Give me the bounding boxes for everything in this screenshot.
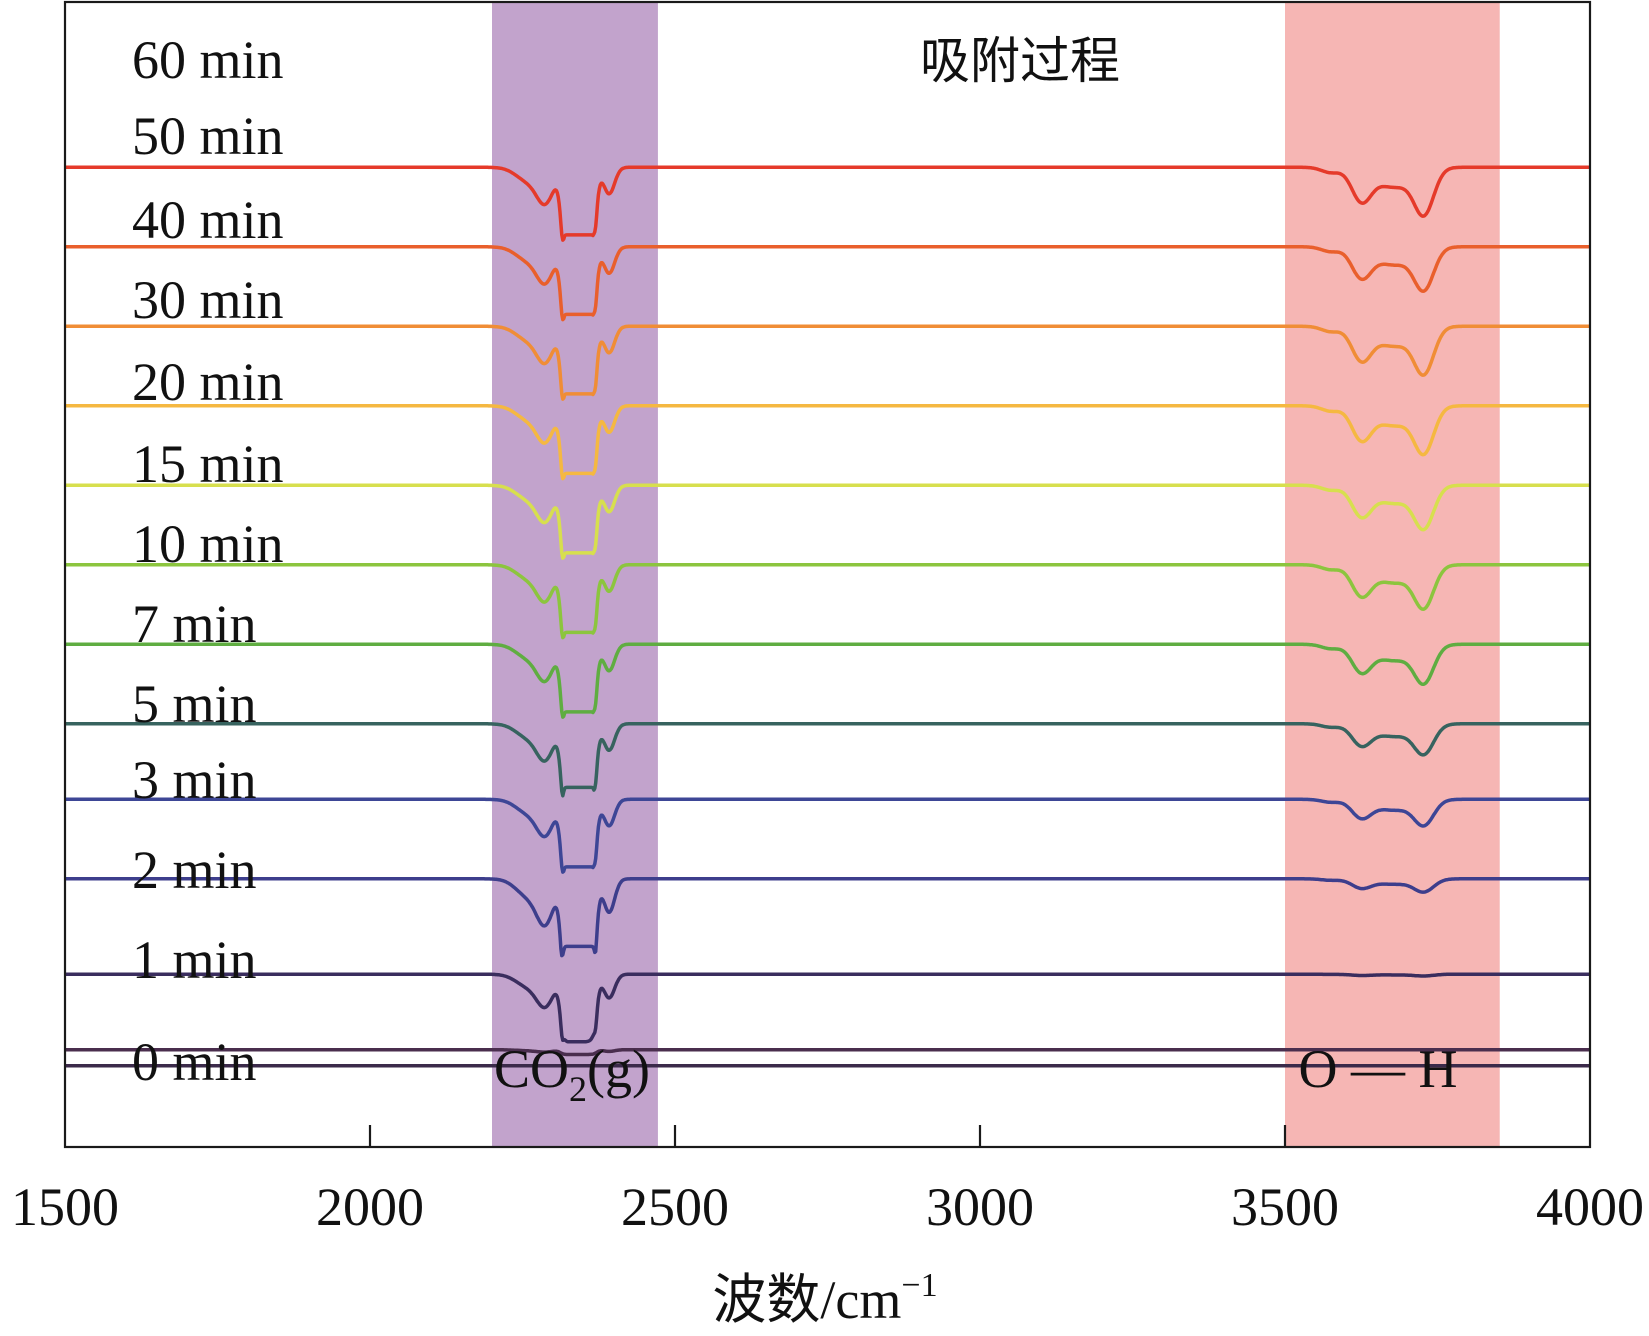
band-label-co2: CO2(g) (494, 1039, 650, 1109)
series-line-1-min (64, 1048, 1591, 1057)
series-line-3-min (64, 877, 1591, 958)
x-axis-label-main: 波数/cm (712, 1270, 901, 1330)
series-label-7-min: 7 min (132, 594, 257, 654)
plot-frame (63, 0, 1592, 1149)
x-tick-label-4000: 4000 (1536, 1177, 1644, 1237)
series-label-50-min: 50 min (132, 106, 284, 166)
series-line-2-min (64, 972, 1591, 1044)
series-line-7-min (64, 722, 1591, 798)
x-axis-label: 波数/cm−1 (712, 1267, 937, 1330)
series-label-3-min: 3 min (132, 750, 257, 810)
band-oh (1285, 2, 1500, 1147)
series-label-30-min: 30 min (132, 270, 284, 330)
series-label-0-min: 0 min (132, 1032, 257, 1092)
x-tick-label-2500: 2500 (621, 1177, 729, 1237)
bands-layer (492, 2, 1500, 1147)
x-tick-label-3500: 3500 (1231, 1177, 1339, 1237)
series-line-60-min (64, 165, 1591, 242)
series-label-40-min: 40 min (132, 190, 284, 250)
x-tick-label-1500: 1500 (11, 1177, 119, 1237)
band-label-co2-main: CO (494, 1039, 569, 1099)
series-line-50-min (64, 245, 1591, 322)
series-layer (64, 165, 1591, 1068)
series-label-15-min: 15 min (132, 434, 284, 494)
series-line-40-min (64, 324, 1591, 401)
series-line-15-min (64, 563, 1591, 640)
series-label-1-min: 1 min (132, 930, 257, 990)
series-line-5-min (64, 797, 1591, 874)
series-line-10-min (64, 642, 1591, 719)
x-tick-label-3000: 3000 (926, 1177, 1034, 1237)
series-label-5-min: 5 min (132, 674, 257, 734)
series-line-20-min (64, 483, 1591, 560)
band-label-co2-tail: (g) (587, 1039, 650, 1099)
band-label-co2-sub: 2 (569, 1069, 587, 1109)
series-line-30-min (64, 404, 1591, 481)
x-axis: 1500 2000 2500 3000 3500 4000 (11, 1125, 1644, 1237)
x-axis-label-sup: −1 (901, 1267, 937, 1304)
series-label-20-min: 20 min (132, 352, 284, 412)
series-label-60-min: 60 min (132, 30, 284, 90)
band-label-oh: O — H (1299, 1039, 1458, 1099)
chart-title: 吸附过程 (920, 32, 1120, 90)
x-tick-label-2000: 2000 (316, 1177, 424, 1237)
series-label-2-min: 2 min (132, 840, 257, 900)
series-labels: 60 min 50 min 40 min 30 min 20 min 15 min 10 m… (132, 30, 284, 1092)
series-label-10-min: 10 min (132, 514, 284, 574)
